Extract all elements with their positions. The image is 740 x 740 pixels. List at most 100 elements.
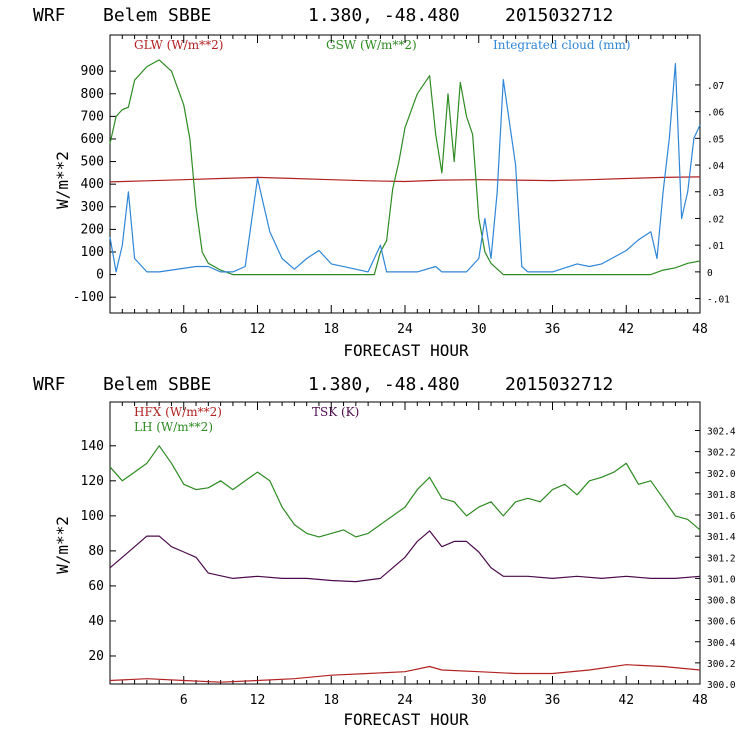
y2-tick-label: .04 [707, 161, 724, 172]
y2-tick-label: .03 [707, 188, 724, 199]
y-tick-label: -100 [73, 290, 104, 305]
plot1-y2-axis: -.01 0 .01 .02 .03 .04 .05 .06 .07 [695, 81, 730, 306]
y2-tick-label: 300.6 [707, 617, 736, 628]
y2-tick: 301.2 [695, 553, 736, 564]
y2-tick: -.01 [695, 295, 730, 306]
y2-tick-label: 302.2 [707, 448, 736, 459]
y-tick-label: 120 [81, 474, 104, 489]
y2-tick-label: 301.4 [707, 532, 736, 543]
y2-tick: 301.0 [695, 574, 736, 585]
y-tick: 40 [88, 614, 116, 629]
y-tick: 400 [81, 177, 116, 192]
y2-tick-label: -.01 [707, 295, 730, 306]
plot1-ylabel: W/m**2 [53, 151, 72, 209]
x-tick-label: 42 [618, 322, 634, 337]
header2-run: 2015032712 [505, 374, 613, 395]
y-tick-label: 400 [81, 177, 104, 192]
y2-tick: 301.8 [695, 490, 736, 501]
y-tick-label: 200 [81, 222, 104, 237]
x-tick-label: 12 [250, 693, 266, 708]
header2-coords: 1.380, -48.480 [308, 374, 460, 395]
header-coords: 1.380, -48.480 [308, 5, 460, 26]
y2-tick: 300.4 [695, 638, 736, 649]
y-tick: 900 [81, 64, 116, 79]
y2-tick: 302.2 [695, 448, 736, 459]
panel-flux-temperature: WRF Belem SBBE 1.380, -48.480 2015032712… [33, 374, 736, 729]
x-tick-label: 12 [250, 322, 266, 337]
plot2-xlabel: FORECAST HOUR [343, 710, 469, 729]
legend-hfx: HFX (W/m**2) [134, 405, 222, 419]
y2-tick-label: .06 [707, 108, 724, 119]
legend-cloud: Integrated cloud (mm) [493, 38, 631, 52]
y2-tick-label: 300.8 [707, 596, 736, 607]
y-tick-label: 0 [96, 268, 104, 283]
y2-tick-label: 301.6 [707, 511, 736, 522]
x-tick-label: 42 [618, 693, 634, 708]
y-tick: 80 [88, 544, 116, 559]
y2-tick: .01 [695, 241, 724, 252]
y-tick-label: 40 [88, 614, 104, 629]
x-tick-label: 18 [323, 322, 339, 337]
x-tick-label: 30 [471, 322, 487, 337]
y2-tick-label: 301.0 [707, 574, 736, 585]
y2-tick-label: .05 [707, 134, 724, 145]
x-tick-label: 18 [323, 693, 339, 708]
y2-tick: 301.4 [695, 532, 736, 543]
x-tick-label: 6 [180, 693, 188, 708]
plot2-y2-axis: 300.0 300.2 300.4 300.6 300.8 301.0 301.2 301.4… [695, 427, 736, 691]
panel-radiation-cloud: WRF Belem SBBE 1.380, -48.480 2015032712… [33, 5, 730, 360]
y-tick: 20 [88, 649, 116, 664]
y-tick-label: 80 [88, 544, 104, 559]
plot2-series [109, 445, 701, 683]
y2-tick: .04 [695, 161, 724, 172]
y2-tick: 300.8 [695, 596, 736, 607]
y2-tick: 300.2 [695, 659, 736, 670]
y-tick: 700 [81, 109, 116, 124]
series-line-tsk [109, 530, 701, 583]
plot1-x-axis: 6 12 18 24 30 36 42 48 [121, 35, 708, 337]
y2-tick: 302.0 [695, 469, 736, 480]
y-tick-label: 900 [81, 64, 104, 79]
y2-tick: .02 [695, 214, 724, 225]
y-tick-label: 700 [81, 109, 104, 124]
y-tick-label: 800 [81, 87, 104, 102]
y2-tick: 0 [695, 268, 713, 279]
y-tick-label: 20 [88, 649, 104, 664]
y2-tick-label: 300.2 [707, 659, 736, 670]
y2-tick: 300.0 [695, 680, 736, 691]
plot1-y-axis: -100 0 100 200 300 400 500 600 700 800 900 [73, 64, 116, 305]
y2-tick-label: 301.2 [707, 553, 736, 564]
y-tick-label: 600 [81, 132, 104, 147]
y-tick: 300 [81, 200, 116, 215]
legend-gsw: GSW (W/m**2) [326, 38, 417, 52]
y2-tick: 302.4 [695, 427, 736, 438]
y2-tick-label: .07 [707, 81, 724, 92]
x-tick-label: 36 [545, 693, 561, 708]
x-tick-label: 6 [180, 322, 188, 337]
y-tick: 120 [81, 474, 116, 489]
y2-tick: .07 [695, 81, 724, 92]
y2-tick: 300.6 [695, 617, 736, 628]
series-line-gsw [109, 59, 701, 276]
x-tick-label: 30 [471, 693, 487, 708]
y2-tick: .06 [695, 108, 724, 119]
y2-tick-label: .02 [707, 214, 724, 225]
y-tick: 500 [81, 155, 116, 170]
series-line-hfx [109, 664, 701, 683]
y-tick-label: 300 [81, 200, 104, 215]
y-tick: 100 [81, 509, 116, 524]
x-tick-label: 48 [692, 693, 708, 708]
y-tick: 800 [81, 87, 116, 102]
plot2-ylabel: W/m**2 [53, 516, 72, 574]
y-tick: -100 [73, 290, 116, 305]
y-tick: 0 [96, 268, 116, 283]
y-tick: 60 [88, 579, 116, 594]
plot2-y-axis: 20 40 60 80 100 120 140 [81, 439, 116, 664]
y-tick-label: 500 [81, 155, 104, 170]
x-tick-label: 24 [397, 693, 413, 708]
y2-tick-label: 300.0 [707, 680, 736, 691]
y-tick-label: 100 [81, 509, 104, 524]
y-tick-label: 100 [81, 245, 104, 260]
